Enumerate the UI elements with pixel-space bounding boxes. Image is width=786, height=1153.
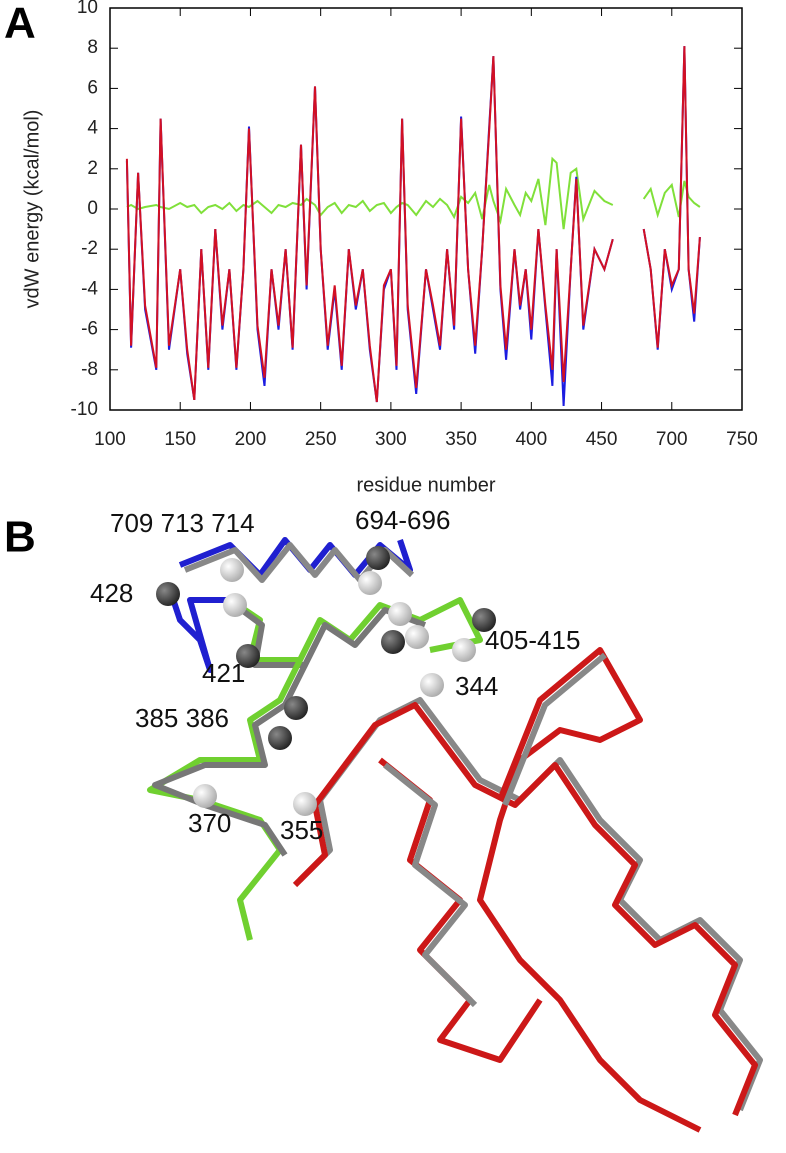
backbone — [378, 757, 543, 1063]
residue-label: 385 386 — [135, 703, 229, 733]
y-tick-label: -6 — [81, 319, 98, 340]
residue-label: 421 — [202, 658, 245, 688]
backbone — [383, 762, 478, 1008]
structure — [147, 537, 763, 1133]
x-tick-label: 750 — [726, 429, 758, 450]
x-axis-label: residue number — [357, 474, 496, 496]
residue-label: 709 713 714 — [110, 508, 255, 538]
backbone — [292, 702, 758, 1117]
residue-label: 428 — [90, 578, 133, 608]
plot: -10 -8 -6 -4 -2 0 2 4 6 8 10 100 150 200 250 300 350 400 4… — [21, 0, 758, 496]
backbone — [297, 697, 763, 1112]
backbone — [152, 663, 308, 857]
backbone — [228, 597, 483, 663]
residue-label: 405-415 — [485, 625, 580, 655]
x-tick-label: 700 — [656, 429, 688, 450]
x-tick-label: 450 — [586, 429, 618, 450]
residue-label: 344 — [455, 671, 498, 701]
backbone — [502, 652, 607, 807]
x-tick-label: 100 — [94, 429, 126, 450]
backbone — [147, 658, 303, 941]
y-tick-label: -2 — [81, 238, 98, 259]
x-tick-label: 300 — [375, 429, 407, 450]
series-line — [126, 156, 701, 230]
series-line — [125, 46, 701, 403]
residue-label: 370 — [188, 808, 231, 838]
backbone — [477, 647, 702, 1133]
y-axis-label: vdW energy (kcal/mol) — [21, 110, 43, 309]
x-tick-label: 150 — [164, 429, 196, 450]
y-tick-label: 6 — [87, 77, 98, 98]
y-tick-label: -8 — [81, 359, 98, 380]
x-tick-label: 250 — [305, 429, 337, 450]
y-tick-label: 0 — [87, 198, 98, 219]
backbone — [233, 602, 427, 668]
x-tick-label: 400 — [515, 429, 547, 450]
panel-label: B — [4, 513, 36, 562]
y-tick-label: 4 — [87, 118, 98, 139]
panel-label: A — [4, 0, 36, 48]
structure-labels: 709 713 714 694-696 428 421 405-415 344 385 38… — [90, 505, 580, 845]
backbone — [167, 589, 230, 673]
y-tick-label: 10 — [77, 0, 98, 18]
y-tick-label: 2 — [87, 158, 98, 179]
y-tick-label: -4 — [81, 278, 98, 299]
plot-frame — [109, 7, 743, 411]
residue-label: 694-696 — [355, 505, 450, 535]
y-tick-label: 8 — [87, 37, 98, 58]
y-tick-label: -10 — [71, 399, 98, 420]
x-tick-label: 350 — [445, 429, 477, 450]
x-tick-label: 200 — [235, 429, 267, 450]
residue-label: 355 — [280, 815, 323, 845]
